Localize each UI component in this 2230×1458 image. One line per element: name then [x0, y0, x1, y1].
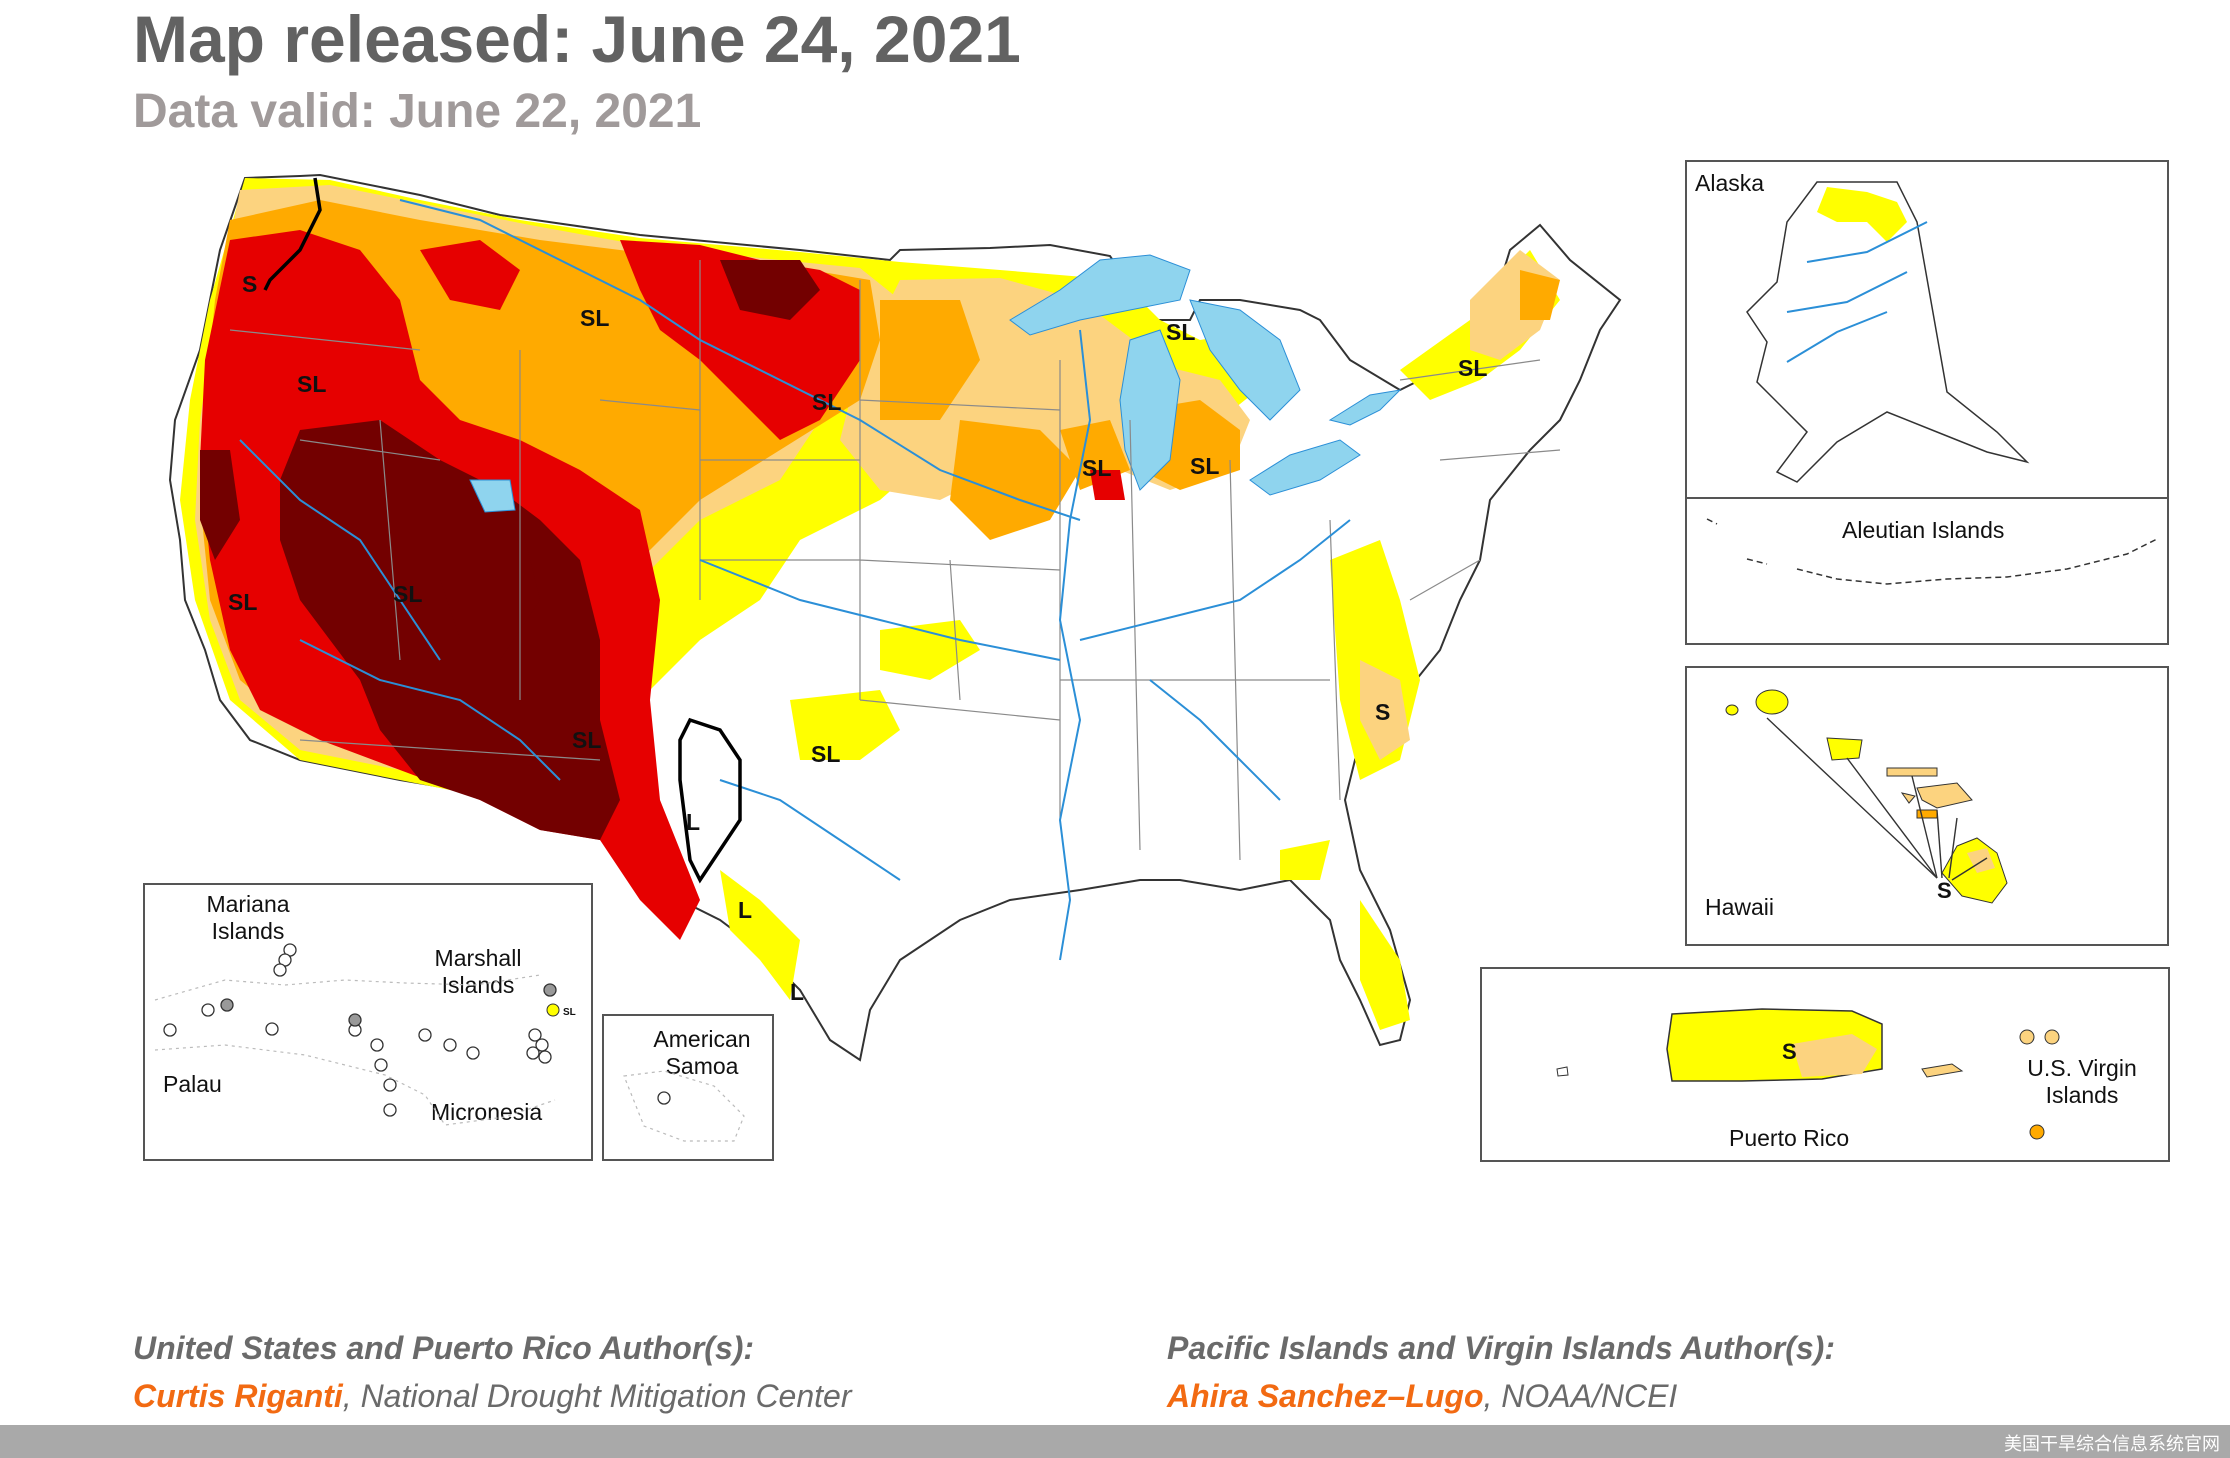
impact-label-sl: SL [1166, 319, 1195, 345]
impact-label-sl: SL [297, 371, 326, 397]
hawaii-label: Hawaii [1705, 894, 1775, 920]
pacific-islands-inset: Mariana Islands Marshall Islands Palau M… [143, 883, 593, 1161]
pi-author-name: Ahira Sanchez–Lugo [1167, 1378, 1484, 1414]
mariana-label: Mariana Islands [206, 891, 290, 944]
us-author-org: , National Drought Mitigation Center [342, 1378, 852, 1414]
impact-label-sl: SL [812, 389, 841, 415]
alaska-inset: Alaska [1685, 160, 2169, 501]
impact-label-sl: SL [580, 305, 609, 331]
marshall-label: Marshall Islands [434, 945, 522, 998]
impact-label-l: L [686, 809, 700, 835]
impact-label-sl: SL [393, 581, 422, 607]
pi-authors-heading: Pacific Islands and Virgin Islands Autho… [1167, 1330, 1835, 1366]
puerto-rico-inset: Puerto Rico U.S. Virgin Islands S [1480, 967, 2170, 1162]
impact-label-l: L [790, 979, 804, 1005]
american-samoa-inset: American Samoa [602, 1014, 774, 1161]
impact-label-s: S [1375, 699, 1390, 725]
palau-label: Palau [163, 1071, 222, 1097]
pr-impact-label: S [1782, 1039, 1797, 1064]
aleutian-inset: Aleutian Islands [1685, 497, 2169, 645]
marshall-impact-label: SL [563, 1007, 576, 1018]
state-borders [229, 260, 1561, 861]
impact-label-l: L [738, 897, 752, 923]
impact-label-sl: SL [1082, 455, 1111, 481]
hawaii-map: S [1725, 689, 2008, 904]
american-samoa-label: American Samoa [653, 1026, 751, 1079]
alaska-map [1746, 181, 2030, 483]
pi-author-org: , NOAA/NCEI [1483, 1378, 1678, 1414]
us-author-name: Curtis Riganti [133, 1378, 343, 1414]
great-lakes [469, 254, 1402, 513]
impact-boundaries [263, 177, 742, 884]
footer-site-text: 美国干旱综合信息系统官网 [2004, 1434, 2220, 1454]
impact-label-sl: SL [228, 589, 257, 615]
map-release-title: Map released: June 24, 2021 [133, 2, 1021, 76]
impact-label-sl: SL [1190, 453, 1219, 479]
footer-bar: 美国干旱综合信息系统官网 [0, 1425, 2230, 1458]
puerto-rico-map: S [1556, 1008, 2060, 1140]
hawaii-impact-label: S [1937, 878, 1952, 903]
hawaii-inset: Hawaii S [1685, 666, 2169, 946]
rivers [239, 199, 1351, 961]
impact-label-s: S [242, 271, 257, 297]
drought-d4-areas [200, 260, 820, 840]
virgin-islands-label: U.S. Virgin Islands [2027, 1055, 2137, 1108]
pi-authors-line: Ahira Sanchez–Lugo, NOAA/NCEI [1167, 1378, 1677, 1415]
pacific-islands-map: SL [154, 943, 576, 1126]
puerto-rico-label: Puerto Rico [1729, 1125, 1850, 1151]
aleutian-label: Aleutian Islands [1842, 517, 2005, 543]
us-authors-heading: United States and Puerto Rico Author(s): [133, 1330, 755, 1366]
impact-labels: S SL SL SL SL SL SL SL SL SL SL SL S L L… [228, 271, 1487, 1005]
american-samoa-map [623, 1070, 745, 1142]
us-authors-line: Curtis Riganti, National Drought Mitigat… [133, 1378, 851, 1415]
micronesia-label: Micronesia [431, 1099, 543, 1125]
impact-label-sl: SL [811, 741, 840, 767]
impact-label-sl: SL [572, 727, 601, 753]
impact-label-sl: SL [1458, 355, 1487, 381]
aleutian-map [1706, 518, 2158, 585]
alaska-label: Alaska [1695, 170, 1765, 196]
data-valid-subtitle: Data valid: June 22, 2021 [133, 85, 702, 138]
